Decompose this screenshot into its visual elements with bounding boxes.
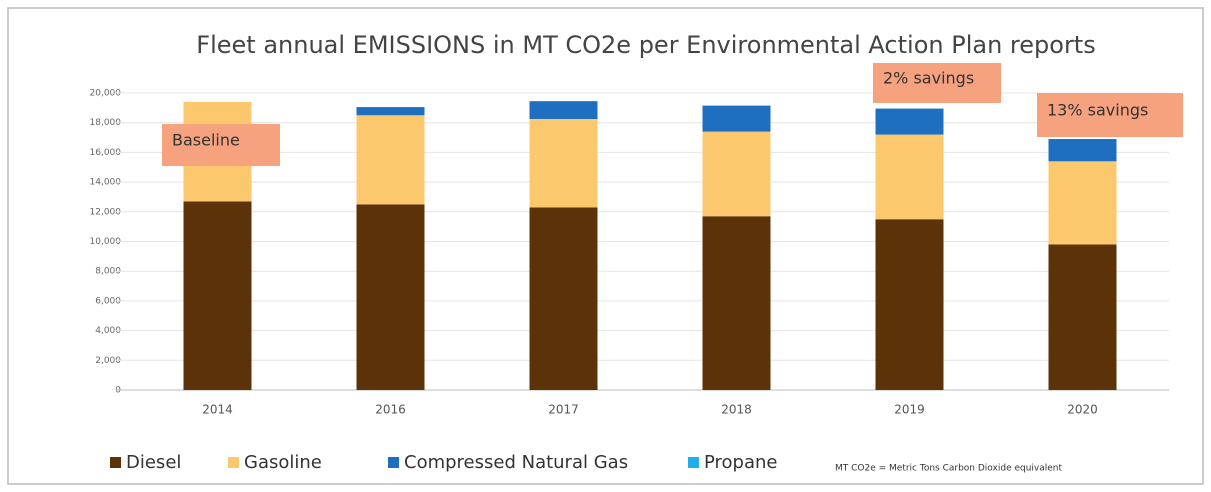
- bar-segment: [875, 219, 944, 390]
- legend-label: Propane: [704, 452, 778, 473]
- x-tick-label: 2020: [1067, 403, 1098, 417]
- legend-label: Compressed Natural Gas: [404, 452, 628, 473]
- bar-segment: [702, 216, 771, 390]
- legend-swatch: [688, 457, 699, 468]
- bar-segment: [356, 204, 425, 390]
- bar-segment: [1048, 244, 1117, 390]
- y-tick-label: 4,000: [95, 326, 121, 336]
- y-tick-label: 6,000: [95, 296, 121, 306]
- bar-segment: [702, 105, 771, 132]
- footnote: MT CO2e = Metric Tons Carbon Dioxide equ…: [835, 464, 1063, 474]
- bar-segment: [529, 101, 598, 119]
- annotation: Baseline: [172, 131, 240, 150]
- legend-swatch: [388, 457, 399, 468]
- y-tick-label: 18,000: [90, 118, 122, 128]
- legend-label: Diesel: [126, 452, 181, 473]
- legend-swatch: [110, 457, 121, 468]
- bar-segment: [356, 115, 425, 205]
- bar-segment: [529, 118, 598, 208]
- y-tick-label: 14,000: [90, 178, 122, 188]
- y-tick-label: 16,000: [90, 148, 122, 158]
- x-tick-label: 2019: [894, 403, 925, 417]
- annotation-box: [1037, 93, 1183, 137]
- y-tick-label: 10,000: [90, 237, 122, 247]
- y-tick-label: 12,000: [90, 207, 122, 217]
- bar-segment: [702, 131, 771, 217]
- y-tick-label: 20,000: [90, 89, 122, 99]
- annotation-box: [873, 63, 1001, 103]
- bar-segment: [875, 108, 944, 135]
- legend-label: Gasoline: [244, 452, 322, 473]
- bar-segment: [875, 134, 944, 220]
- bar-segment: [183, 201, 252, 390]
- annotation-box: [162, 124, 280, 166]
- chart-title: Fleet annual EMISSIONS in MT CO2e per En…: [196, 31, 1095, 59]
- bar-segment: [1048, 139, 1117, 162]
- x-tick-label: 2018: [721, 403, 752, 417]
- annotation: 2% savings: [883, 69, 974, 88]
- legend-swatch: [228, 457, 239, 468]
- x-tick-label: 2016: [375, 403, 406, 417]
- x-tick-label: 2017: [548, 403, 579, 417]
- bar-segment: [529, 207, 598, 390]
- bar-segment: [1048, 161, 1117, 245]
- annotation: 13% savings: [1047, 101, 1148, 120]
- y-tick-label: 2,000: [95, 356, 121, 366]
- y-tick-label: 8,000: [95, 267, 121, 277]
- x-tick-label: 2014: [202, 403, 233, 417]
- bar-segment: [356, 107, 425, 116]
